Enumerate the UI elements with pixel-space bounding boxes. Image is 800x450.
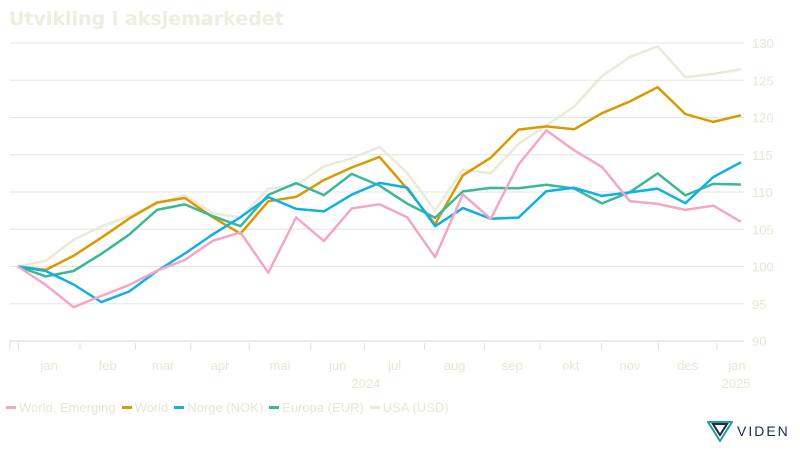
legend-swatch [121,406,132,409]
y-tick-label: 90 [752,334,766,349]
brand-name: VIDEN [737,423,790,439]
x-year-label: 2025 [722,376,751,391]
legend-item[interactable]: World, Emerging [6,400,116,415]
legend-item[interactable]: World [121,400,169,415]
y-tick-label: 120 [752,111,774,126]
x-month-label: apr [211,358,230,373]
legend-swatch [174,406,185,409]
legend-item[interactable]: USA (USD) [369,400,449,415]
x-month-label: jan [727,358,745,373]
y-tick-label: 115 [752,148,773,163]
y-tick-label: 95 [752,297,766,312]
x-month-label: des [677,358,698,373]
legend-label: World, Emerging [19,400,116,415]
series-line-world-emerging [17,129,742,309]
x-month-label: okt [562,358,580,373]
legend-label: Europa (EUR) [282,400,364,415]
y-tick-label: 100 [752,260,774,275]
series-line-europa-eur- [17,172,742,278]
chart-title: Utvikling i aksjemarkedet [9,8,284,30]
x-month-label: sep [502,358,523,373]
legend-item[interactable]: Europa (EUR) [269,400,364,415]
x-month-label: mar [152,358,175,373]
legend: World, Emerging World Norge (NOK) Europa (E… [6,400,449,415]
series-line-world [17,85,742,272]
viden-logo: VIDEN [707,420,790,442]
legend-item[interactable]: Norge (NOK) [174,400,263,415]
x-month-label: jan [40,358,58,373]
x-month-label: jul [387,358,401,373]
legend-swatch [269,406,280,409]
x-year-label: 2024 [352,376,381,391]
legend-label: Norge (NOK) [187,400,264,415]
y-tick-label: 130 [752,36,774,51]
legend-label: USA (USD) [382,400,449,415]
x-month-label: aug [444,358,466,373]
x-month-label: mai [270,358,291,373]
y-tick-label: 105 [752,222,774,237]
y-tick-label: 110 [752,185,773,200]
y-tick-label: 125 [752,73,774,88]
legend-swatch [369,406,380,409]
legend-label: World [134,400,169,415]
viden-logo-icon [707,421,733,442]
x-month-label: feb [99,358,117,373]
series-line-norge-nok- [17,161,742,304]
x-month-label: nov [620,358,641,373]
x-month-label: jun [328,358,346,373]
legend-swatch [6,406,16,409]
